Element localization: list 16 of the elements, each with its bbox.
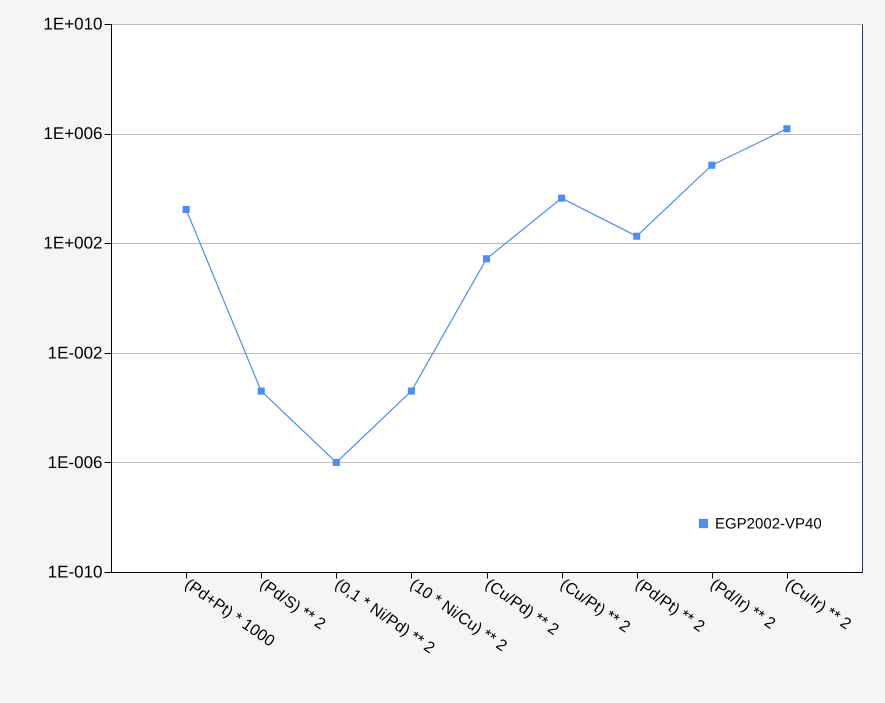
y-tick-label: 1E+010: [43, 14, 102, 34]
point: [783, 125, 790, 132]
y-tick-label: 1E-002: [48, 343, 102, 362]
point: [182, 206, 190, 214]
y-tick-label: 1E-010: [48, 562, 102, 582]
point: [332, 458, 340, 466]
point: [708, 162, 716, 169]
point: [558, 194, 566, 202]
legend-label: EGP2002-VP40: [715, 516, 822, 532]
point: [482, 255, 490, 262]
point: [633, 232, 640, 240]
y-tick-label: 1E+002: [43, 234, 102, 253]
y-tick-label: 1E+006: [43, 124, 102, 144]
y-tick-label: 1E-006: [48, 452, 102, 472]
point: [258, 388, 265, 395]
point: [408, 388, 415, 395]
